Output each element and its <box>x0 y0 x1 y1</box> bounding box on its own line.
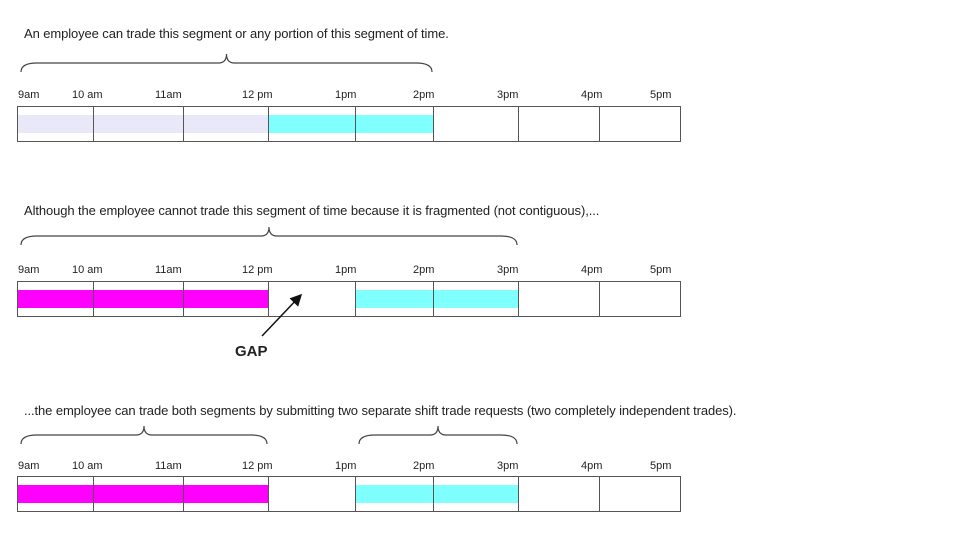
curly-brace <box>358 425 518 445</box>
hour-tick-label: 11am <box>155 264 182 276</box>
hour-tick-label: 9am <box>18 89 40 101</box>
curly-brace <box>20 53 433 73</box>
hour-tick-label: 1pm <box>335 264 357 276</box>
hour-tick-label: 12 pm <box>242 89 273 101</box>
hour-divider <box>433 477 434 511</box>
hour-divider <box>433 107 434 141</box>
hour-divider <box>518 107 519 141</box>
hour-tick-label: 5pm <box>650 264 672 276</box>
hour-divider <box>599 282 600 316</box>
row-3-caption: ...the employee can trade both segments … <box>24 403 737 418</box>
row-2-timeline <box>17 281 681 317</box>
hour-divider <box>183 477 184 511</box>
hour-divider <box>355 282 356 316</box>
hour-tick-label: 3pm <box>497 264 519 276</box>
row-1-timeline <box>17 106 681 142</box>
hour-tick-label: 5pm <box>650 89 672 101</box>
shift-segment <box>18 485 269 503</box>
shift-segment <box>356 290 519 308</box>
hour-tick-label: 9am <box>18 264 40 276</box>
hour-divider <box>93 107 94 141</box>
hour-divider <box>93 282 94 316</box>
hour-divider <box>433 282 434 316</box>
shift-segment <box>18 115 269 133</box>
hour-divider <box>268 107 269 141</box>
hour-tick-label: 3pm <box>497 460 519 472</box>
hour-divider <box>599 107 600 141</box>
hour-divider <box>183 107 184 141</box>
hour-tick-label: 2pm <box>413 89 435 101</box>
row-2-caption: Although the employee cannot trade this … <box>24 203 600 218</box>
hour-tick-label: 10 am <box>72 89 103 101</box>
hour-divider <box>518 282 519 316</box>
shift-segment <box>18 290 269 308</box>
hour-tick-label: 10 am <box>72 264 103 276</box>
hour-divider <box>93 477 94 511</box>
hour-tick-label: 2pm <box>413 460 435 472</box>
hour-divider <box>599 477 600 511</box>
hour-tick-label: 11am <box>155 89 182 101</box>
gap-label: GAP <box>235 343 268 360</box>
hour-tick-label: 4pm <box>581 460 603 472</box>
hour-divider <box>355 477 356 511</box>
hour-divider <box>183 282 184 316</box>
hour-tick-label: 2pm <box>413 264 435 276</box>
curly-brace <box>20 425 268 445</box>
hour-tick-label: 4pm <box>581 89 603 101</box>
shift-segment <box>269 115 434 133</box>
hour-divider <box>268 282 269 316</box>
row-1-caption: An employee can trade this segment or an… <box>24 26 449 41</box>
hour-tick-label: 12 pm <box>242 264 273 276</box>
hour-tick-label: 1pm <box>335 460 357 472</box>
hour-tick-label: 3pm <box>497 89 519 101</box>
hour-tick-label: 1pm <box>335 89 357 101</box>
shift-segment <box>356 485 519 503</box>
hour-tick-label: 5pm <box>650 460 672 472</box>
hour-tick-label: 9am <box>18 460 40 472</box>
hour-divider <box>355 107 356 141</box>
hour-tick-label: 12 pm <box>242 460 273 472</box>
hour-divider <box>518 477 519 511</box>
hour-divider <box>268 477 269 511</box>
row-3-timeline <box>17 476 681 512</box>
hour-tick-label: 4pm <box>581 264 603 276</box>
hour-tick-label: 11am <box>155 460 182 472</box>
hour-tick-label: 10 am <box>72 460 103 472</box>
curly-brace <box>20 226 518 246</box>
